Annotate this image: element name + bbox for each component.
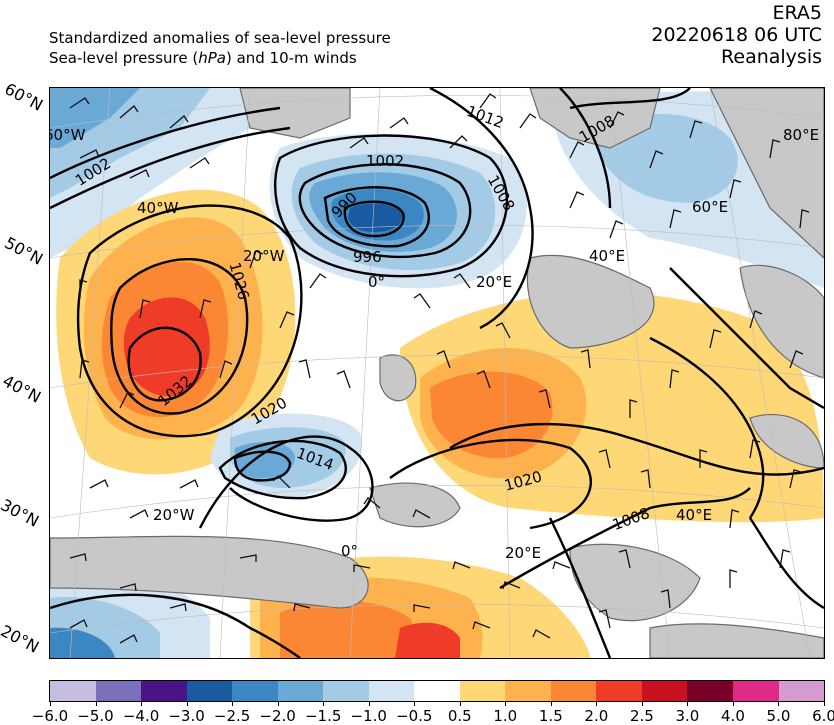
colorbar-tick-mark	[778, 701, 780, 706]
map-labels: 60°W 40°W 20°W 0° 20°E 40°E 60°E 80°E 20…	[50, 88, 824, 658]
lon-label-40e-south: 40°E	[676, 506, 713, 524]
isobar-label: 1020	[248, 393, 291, 429]
isobar-label: 1020	[502, 467, 544, 495]
colorbar-tick-mark	[459, 701, 461, 706]
colorbar-tick-mark	[95, 701, 97, 706]
isobar-label: 1032	[154, 371, 196, 411]
colorbar-tick-label: 3.0	[675, 707, 700, 725]
lon-label-20w-north: 20°W	[243, 247, 285, 265]
colorbar-tick-label: −1.0	[350, 707, 387, 725]
colorbar-tick-mark	[732, 701, 734, 706]
colorbar-segment	[277, 681, 324, 701]
lat-label-40n: 40°N	[0, 371, 45, 407]
colorbar-segment	[414, 681, 460, 701]
colorbar-tick-label: 5.0	[766, 707, 791, 725]
colorbar-tick-mark	[232, 701, 234, 706]
wind-barbs	[69, 93, 810, 644]
colorbar-tick-mark	[641, 701, 643, 706]
map-svg	[50, 88, 824, 658]
colorbar-tick-label: −3.0	[168, 707, 205, 725]
lat-label-30n: 30°N	[0, 495, 43, 531]
lon-label-20w-south: 20°W	[153, 506, 195, 524]
isobar-label: 996	[353, 248, 382, 266]
title-left: Standardized anomalies of sea-level pres…	[49, 28, 391, 68]
colorbar-tick-label: 2.5	[629, 707, 654, 725]
dataset-label: ERA5	[772, 2, 822, 24]
colorbar-segment	[50, 681, 96, 701]
colorbar-tick-mark	[368, 701, 370, 706]
isobar-label: 1008	[483, 171, 519, 215]
colorbar-tick-mark	[550, 701, 552, 706]
colorbar-segment	[505, 681, 551, 701]
isobar-label: 990	[327, 188, 361, 222]
colorbar-tick-label: 0.5	[447, 707, 472, 725]
colorbar-tick-label: 1.0	[493, 707, 518, 725]
isobar-label: 1026	[225, 260, 253, 302]
colorbar-segment	[323, 681, 369, 701]
isobars	[50, 88, 824, 658]
map-panel: 60°W 40°W 20°W 0° 20°E 40°E 60°E 80°E 20…	[49, 87, 825, 659]
colorbar-tick-mark	[596, 701, 598, 706]
colorbar-tick-label: −5.0	[77, 707, 114, 725]
colorbar-segment	[141, 681, 187, 701]
lon-label-60e: 60°E	[692, 198, 729, 216]
graticule	[50, 88, 824, 658]
colorbar-tick-mark	[186, 701, 188, 706]
colorbar-tick-label: −4.0	[122, 707, 160, 725]
lon-label-60w: 60°W	[50, 126, 86, 144]
colorbar-tick-mark	[505, 701, 507, 706]
lon-label-0-south: 0°	[341, 542, 359, 560]
lat-label-60n: 60°N	[1, 79, 47, 115]
isobar-label: 1002	[72, 154, 115, 190]
lon-label-40w: 40°W	[137, 199, 179, 217]
title-line-pressure: Sea-level pressure (hPa) and 10-m winds	[49, 49, 357, 67]
lon-label-20e-north: 20°E	[476, 273, 513, 291]
colorbar-tick-mark	[50, 701, 51, 706]
colorbar-segment	[732, 681, 779, 701]
colorbar-segment	[687, 681, 733, 701]
colorbar-tick-label: 6.0	[812, 707, 834, 725]
colorbar-tick-label: −0.5	[396, 707, 433, 725]
title-line-anomalies: Standardized anomalies of sea-level pres…	[49, 29, 391, 47]
colorbar-tick-label: −1.5	[304, 707, 342, 725]
lon-label-80e: 80°E	[783, 126, 820, 144]
colorbar-segment	[232, 681, 278, 701]
datetime-label: 20220618 06 UTC	[651, 24, 822, 46]
isobar-label: 1008	[576, 111, 619, 147]
colorbar-tick-mark	[141, 701, 143, 706]
colorbar-segment	[95, 681, 142, 701]
isobar-label: 1008	[610, 504, 653, 534]
colorbar-tick-label: −2.5	[213, 707, 251, 725]
isobar-label: 1012	[464, 102, 507, 132]
colorbar-tick-mark	[824, 701, 825, 706]
isobar-label: 1002	[366, 152, 405, 170]
colorbar-tick-mark	[687, 701, 689, 706]
colorbar-tick-mark	[323, 701, 325, 706]
lon-label-40e-north: 40°E	[589, 247, 626, 265]
colorbar-segment	[459, 681, 506, 701]
colorbar-segment	[186, 681, 233, 701]
colorbar-segment	[368, 681, 415, 701]
colorbar-tick-label: 4.0	[721, 707, 745, 725]
colorbar-tick-label: 1.5	[538, 707, 563, 725]
isobar-label: 1014	[294, 444, 337, 474]
colorbar-segment	[596, 681, 642, 701]
lat-label-20n: 20°N	[0, 621, 43, 657]
colorbar	[49, 680, 825, 702]
title-right: ERA5 20220618 06 UTC Reanalysis	[651, 2, 822, 68]
lon-label-0-north: 0°	[368, 273, 386, 291]
colorbar-tick-mark	[414, 701, 416, 706]
colorbar-tick-mark	[277, 701, 279, 706]
colorbar-segment	[778, 681, 825, 701]
colorbar-tick-label: −6.0	[31, 707, 69, 725]
colorbar-segment	[641, 681, 688, 701]
product-label: Reanalysis	[721, 46, 822, 68]
colorbar-tick-label: −2.0	[259, 707, 296, 725]
colorbar-segment	[550, 681, 597, 701]
colorbar-tick-label: 2.0	[584, 707, 609, 725]
lon-label-20e-south: 20°E	[505, 544, 542, 562]
lat-label-50n: 50°N	[1, 233, 47, 269]
